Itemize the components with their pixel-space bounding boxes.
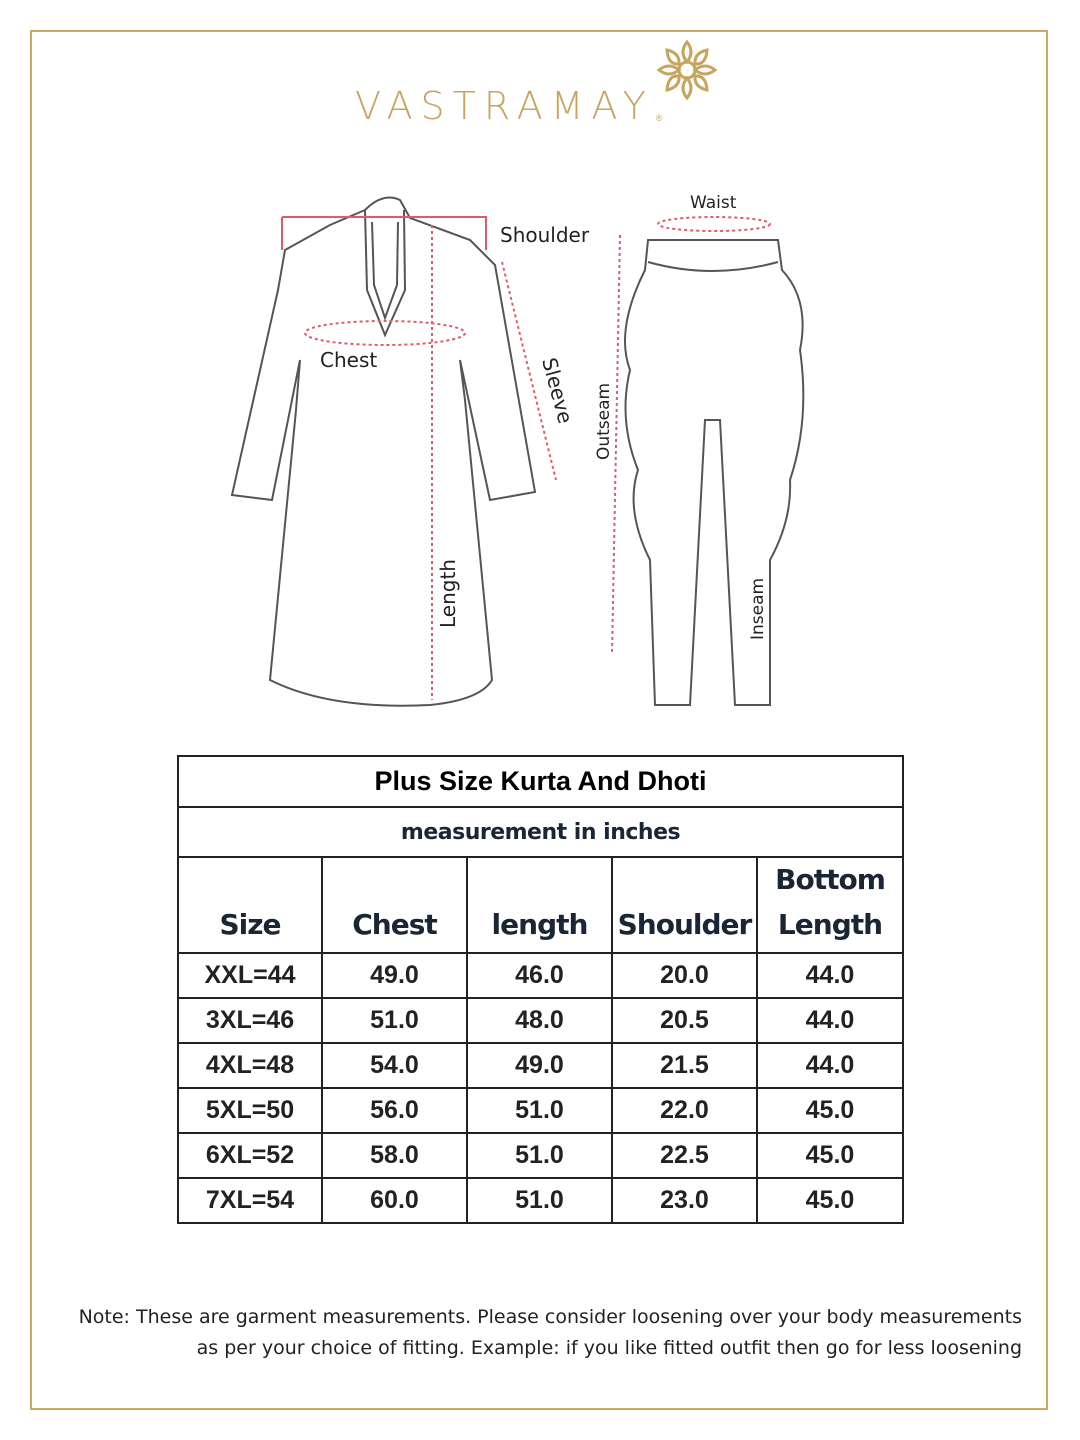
cell-chest: 49.0 xyxy=(321,951,468,999)
note-line-2: as per your choice of fitting. Example: … xyxy=(196,1337,1022,1359)
garment-illustration: Shoulder Chest Sleeve Length Waist Outse… xyxy=(230,193,805,707)
brand-logo-group: VASTRAMAY ® xyxy=(355,84,662,128)
brand-emblem-icon xyxy=(656,39,718,101)
cell-shoulder: 23.0 xyxy=(611,1176,758,1224)
table-row: 6XL=52 58.0 51.0 22.5 45.0 xyxy=(177,1131,904,1179)
header-bottom-length: Bottom Length xyxy=(756,856,904,954)
cell-length: 51.0 xyxy=(466,1131,613,1179)
header-chest: Chest xyxy=(321,856,468,954)
cell-length: 51.0 xyxy=(466,1176,613,1224)
cell-bottom-length: 44.0 xyxy=(756,996,904,1044)
table-row: 4XL=48 54.0 49.0 21.5 44.0 xyxy=(177,1041,904,1089)
cell-shoulder: 20.5 xyxy=(611,996,758,1044)
cell-shoulder: 22.5 xyxy=(611,1131,758,1179)
cell-size: XXL=44 xyxy=(177,951,323,999)
cell-size: 3XL=46 xyxy=(177,996,323,1044)
header-length: length xyxy=(466,856,613,954)
table-header-row: Size Chest length Shoulder Bottom Length xyxy=(177,856,904,954)
label-length: Length xyxy=(436,559,460,628)
table-subtitle: measurement in inches xyxy=(177,806,904,858)
label-inseam: Inseam xyxy=(748,578,768,640)
cell-chest: 56.0 xyxy=(321,1086,468,1134)
cell-chest: 51.0 xyxy=(321,996,468,1044)
cell-size: 7XL=54 xyxy=(177,1176,323,1224)
label-outseam: Outseam xyxy=(594,383,614,460)
table-title: Plus Size Kurta And Dhoti xyxy=(177,755,904,808)
cell-length: 49.0 xyxy=(466,1041,613,1089)
cell-chest: 58.0 xyxy=(321,1131,468,1179)
cell-bottom-length: 45.0 xyxy=(756,1131,904,1179)
header-shoulder: Shoulder xyxy=(611,856,758,954)
cell-length: 51.0 xyxy=(466,1086,613,1134)
size-chart-table: Plus Size Kurta And Dhoti measurement in… xyxy=(177,755,904,1224)
cell-chest: 60.0 xyxy=(321,1176,468,1224)
page-border xyxy=(30,30,1048,1410)
table-row: XXL=44 49.0 46.0 20.0 44.0 xyxy=(177,951,904,999)
cell-bottom-length: 44.0 xyxy=(756,951,904,999)
cell-bottom-length: 45.0 xyxy=(756,1176,904,1224)
label-sleeve: Sleeve xyxy=(537,355,578,426)
cell-chest: 54.0 xyxy=(321,1041,468,1089)
fit-note: Note: These are garment measurements. Pl… xyxy=(22,1302,1022,1364)
header-size: Size xyxy=(177,856,323,954)
brand-logo: VASTRAMAY xyxy=(355,84,654,128)
kurta-drawing xyxy=(230,196,537,707)
label-chest: Chest xyxy=(320,348,377,372)
label-waist: Waist xyxy=(690,193,737,213)
cell-length: 48.0 xyxy=(466,996,613,1044)
dhoti-drawing xyxy=(624,239,805,706)
cell-shoulder: 22.0 xyxy=(611,1086,758,1134)
label-shoulder: Shoulder xyxy=(500,223,590,247)
cell-size: 6XL=52 xyxy=(177,1131,323,1179)
cell-bottom-length: 45.0 xyxy=(756,1086,904,1134)
cell-shoulder: 21.5 xyxy=(611,1041,758,1089)
table-row: 5XL=50 56.0 51.0 22.0 45.0 xyxy=(177,1086,904,1134)
cell-bottom-length: 44.0 xyxy=(756,1041,904,1089)
table-row: 7XL=54 60.0 51.0 23.0 45.0 xyxy=(177,1176,904,1224)
table-row: 3XL=46 51.0 48.0 20.5 44.0 xyxy=(177,996,904,1044)
cell-size: 4XL=48 xyxy=(177,1041,323,1089)
registered-mark: ® xyxy=(655,113,663,123)
note-line-1: Note: These are garment measurements. Pl… xyxy=(78,1306,1022,1328)
cell-shoulder: 20.0 xyxy=(611,951,758,999)
cell-size: 5XL=50 xyxy=(177,1086,323,1134)
cell-length: 46.0 xyxy=(466,951,613,999)
